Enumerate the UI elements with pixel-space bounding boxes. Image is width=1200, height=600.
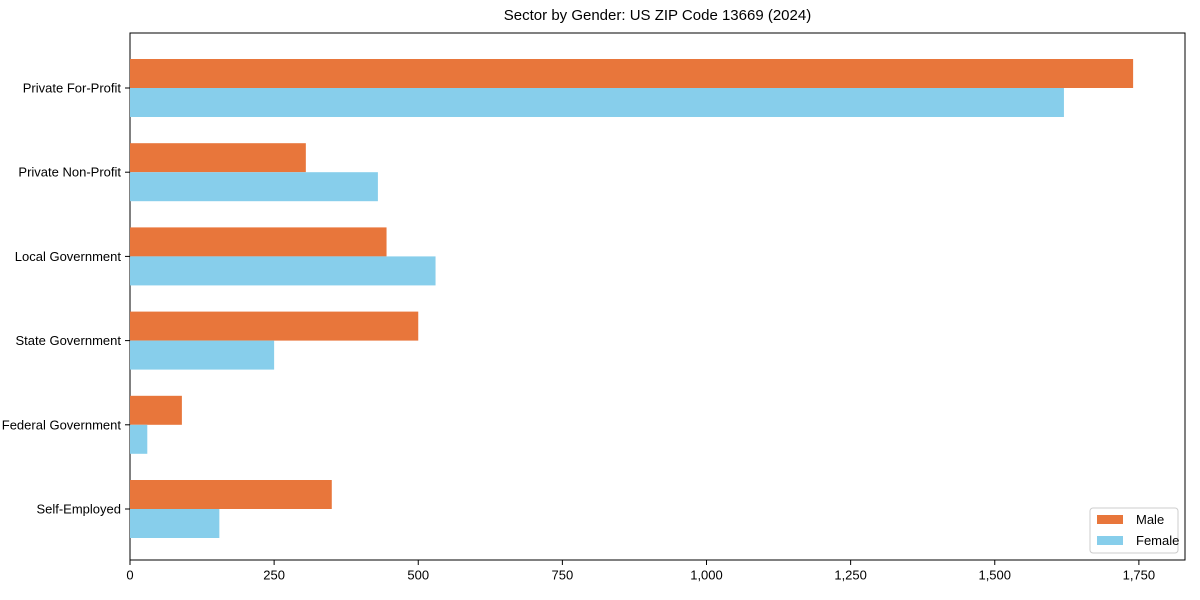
y-tick-label-federal-government: Federal Government	[2, 417, 122, 432]
x-tick-label-1-750: 1,750	[1123, 568, 1156, 583]
bar-female-private-non-profit	[130, 172, 378, 202]
chart-title: Sector by Gender: US ZIP Code 13669 (202…	[503, 7, 812, 24]
y-tick-label-self-employed: Self-Employed	[36, 502, 121, 517]
x-tick-label-1-250: 1,250	[834, 568, 867, 583]
legend-label-male: Male	[1136, 512, 1164, 527]
bar-female-state-government	[130, 340, 275, 370]
x-tick-label-1-500: 1,500	[978, 568, 1011, 583]
bar-female-federal-government	[130, 424, 148, 454]
bar-male-self-employed	[130, 480, 332, 509]
x-tick-label-500: 500	[407, 568, 429, 583]
bar-female-private-for-profit	[130, 88, 1064, 117]
legend-label-female: Female	[1136, 533, 1179, 548]
x-tick-label-250: 250	[263, 568, 285, 583]
x-tick-label-750: 750	[552, 568, 574, 583]
bar-female-self-employed	[130, 509, 220, 538]
bar-male-private-for-profit	[130, 59, 1134, 88]
legend-swatch-male	[1097, 515, 1123, 524]
y-tick-label-private-for-profit: Private For-Profit	[23, 81, 122, 96]
bar-female-local-government	[130, 256, 436, 286]
x-tick-label-1-000: 1,000	[690, 568, 723, 583]
y-tick-label-private-non-profit: Private Non-Profit	[18, 165, 121, 180]
x-tick-label-0: 0	[126, 568, 133, 583]
plot-frame	[129, 32, 1186, 561]
bar-male-state-government	[130, 311, 419, 341]
legend-swatch-female	[1097, 536, 1123, 545]
bar-male-federal-government	[130, 395, 182, 425]
y-tick-label-local-government: Local Government	[15, 249, 122, 264]
y-tick-label-state-government: State Government	[16, 333, 122, 348]
bar-male-local-government	[130, 227, 387, 257]
bar-male-private-non-profit	[130, 143, 306, 173]
